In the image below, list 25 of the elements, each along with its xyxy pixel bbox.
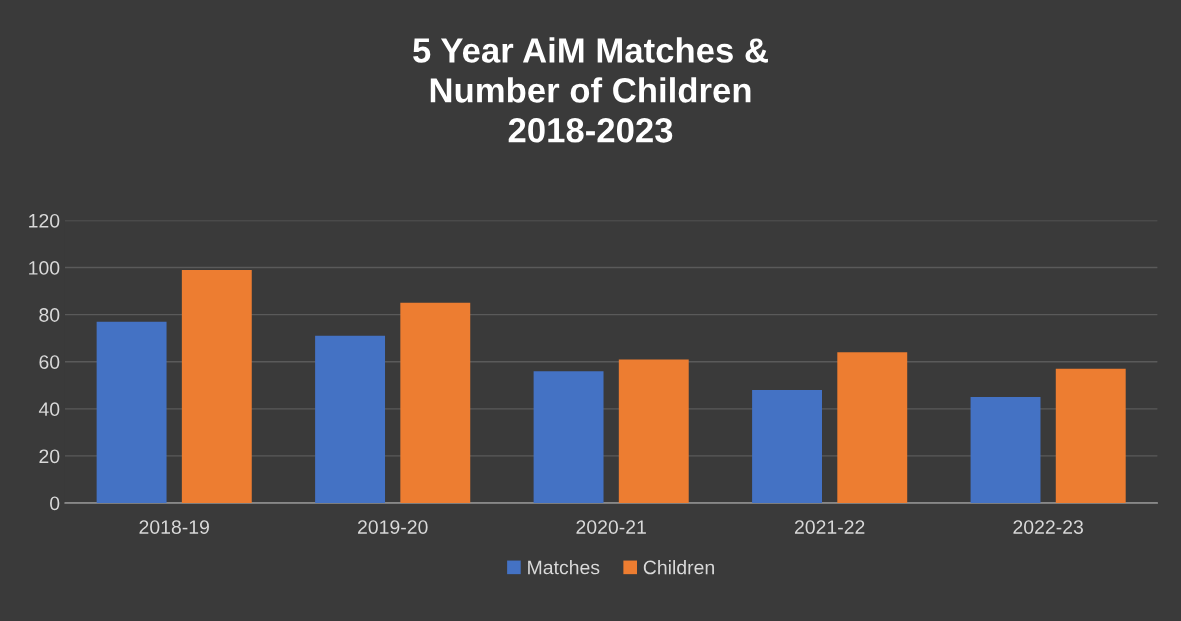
bar xyxy=(1055,368,1126,504)
bar xyxy=(970,397,1041,504)
legend-label: Children xyxy=(643,560,714,575)
x-tick-label: 2022-23 xyxy=(1013,520,1083,534)
y-tick-label: 120 xyxy=(29,213,60,228)
bar xyxy=(181,269,252,504)
legend-label: Matches xyxy=(528,560,600,575)
y-tick-label: 100 xyxy=(29,261,60,275)
y-tick-label: 40 xyxy=(38,402,60,417)
x-tick-label: 2018-19 xyxy=(139,520,209,534)
bar xyxy=(752,389,823,504)
y-tick-label: 80 xyxy=(39,308,60,322)
y-tick-label: 20 xyxy=(39,449,60,464)
x-tick-label: 2021-22 xyxy=(794,520,865,534)
bar xyxy=(837,352,908,504)
y-tick-label: 0 xyxy=(50,496,60,511)
x-tick-label: 2020-21 xyxy=(576,520,646,534)
bar xyxy=(618,359,689,504)
bar xyxy=(400,302,471,504)
y-tick-label: 60 xyxy=(39,355,60,369)
bar xyxy=(315,335,386,504)
bar xyxy=(533,371,604,504)
bar xyxy=(96,321,167,504)
chart-title: 5 Year AiM Matches & Number of Children 2018-2023 xyxy=(413,37,768,143)
x-tick-label: 2019-20 xyxy=(357,520,428,534)
